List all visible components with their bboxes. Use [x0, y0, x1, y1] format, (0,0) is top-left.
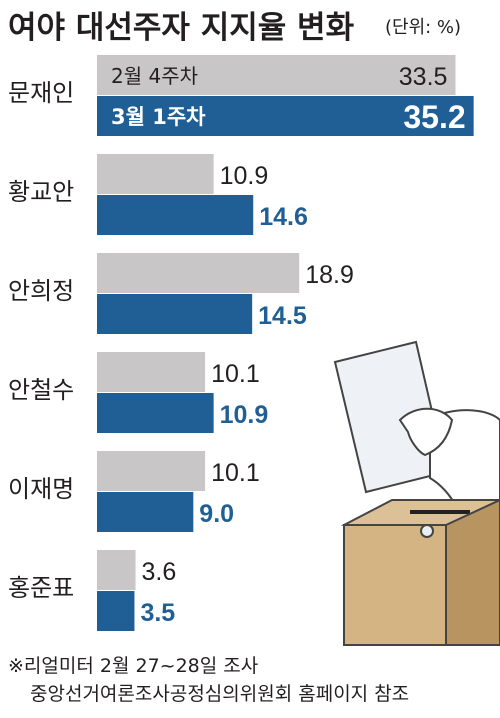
ballot-box-side [445, 498, 500, 646]
value-label-curr: 10.9 [220, 401, 269, 429]
category-label: 안희정 [8, 277, 74, 305]
ballot-box-front [343, 524, 447, 646]
footnote-reference: 중앙선거여론조사공정심의위원회 홈페이지 참조 [30, 683, 409, 705]
value-label-prev: 3.6 [142, 558, 177, 586]
value-label-curr: 14.5 [258, 302, 307, 330]
value-label-curr: 35.2 [403, 99, 465, 135]
ballot-box-lock [420, 524, 434, 538]
legend-prev-week: 2월 4주차 [111, 64, 198, 88]
value-label-prev: 18.9 [305, 261, 354, 289]
ballot-box-illustration [333, 340, 500, 646]
value-label-prev: 10.9 [220, 162, 269, 190]
value-label-prev: 33.5 [399, 63, 448, 91]
bar-prev-week [97, 253, 300, 293]
category-label: 홍준표 [8, 574, 74, 602]
bar-curr-week [97, 294, 253, 334]
value-label-curr: 3.5 [140, 599, 175, 627]
bar-curr-week [97, 96, 474, 136]
value-label-curr: 14.6 [259, 203, 308, 231]
bar-curr-week [97, 492, 194, 532]
bar-curr-week [97, 591, 135, 631]
bar-prev-week [97, 451, 206, 491]
value-label-curr: 9.0 [199, 500, 234, 528]
bar-curr-week [97, 393, 214, 433]
bar-prev-week [97, 154, 214, 194]
unit-label: (단위: %) [385, 17, 461, 38]
bars-layer: 문재인 2월 4주차 3월 1주차 33.5 35.2 황교안 10.9 14.6 안희정 18.… [8, 55, 474, 631]
value-label-prev: 10.1 [211, 459, 260, 487]
category-label: 황교안 [8, 178, 74, 206]
footnote-source: ※리얼미터 2월 27~28일 조사 [8, 655, 258, 677]
bar-prev-week [97, 352, 206, 392]
bar-curr-week [97, 195, 254, 235]
category-label: 이재명 [8, 475, 74, 503]
category-label: 문재인 [8, 79, 74, 107]
legend-curr-week: 3월 1주차 [111, 105, 206, 129]
chart-title: 여야 대선주자 지지율 변화 [8, 10, 355, 46]
category-label: 안철수 [8, 376, 74, 404]
bar-prev-week [97, 55, 456, 95]
bar-prev-week [97, 550, 136, 590]
voter-hand [398, 407, 454, 457]
value-label-prev: 10.1 [211, 360, 260, 388]
